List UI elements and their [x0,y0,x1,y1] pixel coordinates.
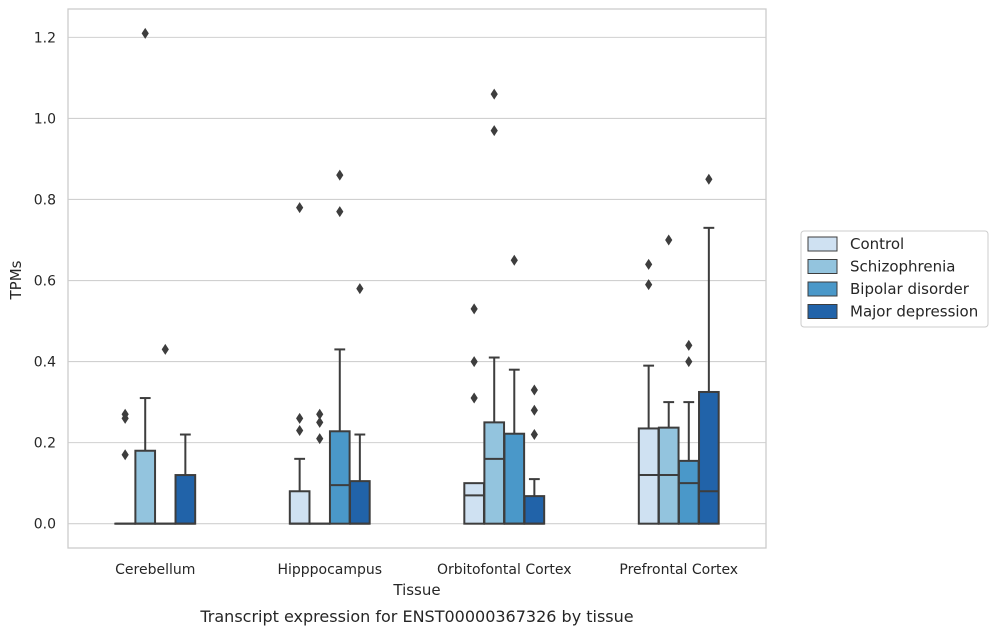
box-iqr [637,427,660,525]
y-axis-title: TPMs [7,260,25,300]
outlier-point [685,356,693,368]
y-tick-label: 0.8 [34,192,56,208]
outlier-point [296,202,304,214]
outlier-point [510,254,518,266]
x-tick-label: Prefrontal Cortex [619,562,738,578]
box-iqr [677,459,700,525]
x-tick-label: Cerebellum [115,562,195,578]
box-0-0 [114,408,136,525]
box-iqr [288,490,311,525]
box-3-2 [677,339,700,525]
box-1-0 [288,202,311,525]
box-iqr [328,430,351,525]
y-tick-label: 0.6 [34,274,56,290]
legend-item: Schizophrenia [807,258,955,276]
plot-frame [67,8,767,549]
outlier-point [336,169,344,181]
x-axis-ticks: Cerebellum Hipppocampus Orbitofontal Corte… [115,562,738,578]
outlier-point [470,356,478,368]
box-2-0 [463,303,485,525]
box-2-1 [483,88,506,525]
box-3-3 [698,173,720,525]
outlier-point [705,173,713,185]
outlier-point [316,408,324,420]
outlier-point [645,258,653,270]
x-tick-label: Orbitofontal Cortex [437,562,572,578]
legend-swatch [807,236,838,252]
legend-item: Major depression [807,303,978,321]
figure-caption: Transcript expression for ENST0000036732… [199,607,633,626]
box-iqr [483,421,506,525]
legend-label: Control [850,235,904,253]
outlier-point [121,412,129,424]
x-axis-title: Tissue [392,581,440,599]
outlier-point [645,279,653,291]
legend-label: Bipolar disorder [850,280,970,298]
outlier-point [141,27,149,39]
outlier-point [296,424,304,436]
y-tick-label: 0.4 [34,355,56,371]
outlier-point [470,303,478,315]
outlier-point [316,416,324,428]
outlier-point [296,412,304,424]
box-0-1 [134,27,157,525]
outlier-point [490,88,498,100]
box-2-2 [503,254,526,525]
box-groups [114,27,720,525]
legend-item: Control [807,235,904,253]
outlier-point [685,339,693,351]
legend-frame [800,230,989,328]
y-tick-label: 1.2 [34,30,56,46]
y-tick-label: 0.2 [34,436,56,452]
box-iqr [134,449,157,525]
outlier-point [530,384,538,396]
box-0-2 [154,343,177,525]
box-3-0 [637,258,660,525]
legend-swatch [807,304,838,319]
box-1-2 [328,169,351,525]
outlier-point [530,404,538,416]
y-tick-label: 0.0 [34,517,56,533]
outlier-point [161,343,169,355]
outlier-point [470,392,478,404]
legend-item: Bipolar disorder [807,280,970,298]
legend-swatch [807,259,838,274]
box-1-1 [308,408,331,525]
box-3-1 [657,234,680,525]
box-iqr [349,480,371,525]
box-iqr [174,474,197,525]
box-2-3 [523,384,546,525]
box-0-3 [174,433,197,525]
gridlines [68,36,766,525]
legend-label: Major depression [850,303,978,321]
box-1-3 [349,283,371,525]
x-tick-label: Hipppocampus [277,562,382,578]
outlier-point [530,429,538,441]
y-axis-ticks: 0.0 0.2 0.4 0.6 0.8 1.0 1.2 [34,30,56,532]
outlier-point [490,125,498,137]
outlier-point [336,206,344,218]
outlier-point [121,449,129,461]
y-tick-label: 1.0 [34,111,56,127]
legend-swatch [807,281,838,297]
outlier-point [356,283,364,295]
outlier-point [665,234,673,246]
box-iqr [463,482,485,525]
box-iqr [503,432,526,525]
box-iqr [523,495,546,525]
box-iqr [698,390,720,525]
legend: Control Schizophrenia Bipolar disorder Majo… [800,230,989,328]
outlier-point [316,433,324,445]
legend-label: Schizophrenia [850,258,955,276]
